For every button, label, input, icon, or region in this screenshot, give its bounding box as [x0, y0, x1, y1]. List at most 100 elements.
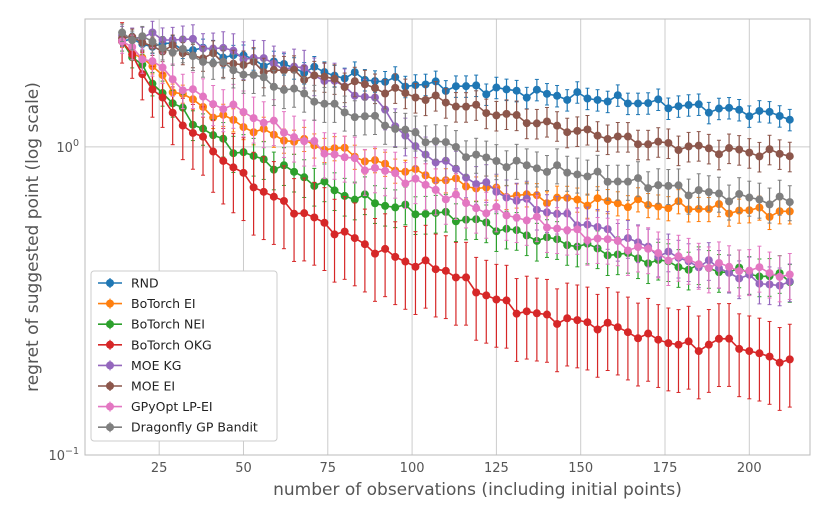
data-point	[269, 116, 278, 125]
legend-marker	[106, 382, 114, 390]
data-point	[563, 168, 572, 177]
data-point	[603, 177, 612, 186]
legend-marker	[106, 299, 114, 308]
data-point	[482, 178, 491, 187]
data-point	[421, 256, 430, 265]
data-point	[765, 107, 774, 116]
data-point	[360, 80, 369, 89]
x-tick-label: 75	[320, 461, 337, 476]
data-point	[745, 112, 754, 121]
data-point	[259, 187, 268, 196]
data-point	[634, 99, 643, 108]
data-point	[593, 234, 602, 243]
x-tick-label: 150	[568, 461, 593, 476]
data-point	[158, 63, 167, 72]
legend-marker	[106, 423, 114, 432]
data-point	[482, 153, 491, 162]
data-point	[502, 163, 511, 172]
data-point	[563, 226, 572, 235]
data-point	[411, 210, 420, 219]
data-point	[674, 181, 683, 190]
data-point	[765, 352, 774, 361]
data-point	[360, 240, 369, 249]
data-point	[229, 163, 238, 172]
data-point	[462, 199, 471, 208]
data-point	[350, 113, 359, 122]
data-point	[583, 172, 592, 181]
data-point	[451, 273, 460, 282]
data-point	[401, 125, 410, 134]
data-point	[664, 256, 673, 265]
data-point	[178, 44, 187, 53]
data-point	[431, 158, 440, 167]
data-point	[603, 97, 612, 106]
data-point	[502, 109, 511, 118]
data-point	[603, 134, 612, 143]
data-point	[714, 334, 723, 343]
data-point	[674, 146, 683, 155]
data-point	[785, 152, 794, 161]
data-point	[684, 255, 693, 264]
data-point	[229, 100, 238, 109]
data-point	[502, 211, 511, 220]
data-point	[381, 244, 390, 253]
data-point	[209, 147, 218, 156]
data-point	[502, 296, 511, 305]
data-point	[279, 128, 288, 137]
data-point	[583, 318, 592, 327]
legend: RND BoTorch EI BoTorch NEI BoTorch OKG MOE K…	[90, 270, 278, 442]
data-point	[674, 102, 683, 111]
data-point	[350, 195, 359, 204]
data-point	[472, 204, 481, 213]
data-point	[563, 95, 572, 104]
data-point	[178, 121, 187, 130]
data-point	[472, 100, 481, 109]
data-point	[573, 170, 582, 179]
data-point	[462, 273, 471, 282]
data-point	[623, 203, 632, 212]
data-point	[644, 184, 653, 193]
data-point	[532, 212, 541, 221]
y-tick-label: 100	[56, 138, 79, 156]
data-point	[613, 236, 622, 245]
data-point	[401, 89, 410, 98]
data-point	[239, 168, 248, 177]
y-axis-label: regret of suggested point (log scale)	[23, 82, 43, 392]
data-point	[583, 201, 592, 210]
legend-label: BoTorch NEI	[131, 317, 205, 332]
data-point	[330, 99, 339, 108]
data-point	[148, 37, 157, 46]
data-point	[654, 202, 663, 211]
data-point	[199, 57, 208, 66]
data-point	[381, 121, 390, 130]
data-point	[421, 209, 430, 218]
data-point	[482, 291, 491, 300]
data-point	[775, 358, 784, 367]
data-point	[512, 86, 521, 95]
data-point	[735, 267, 744, 276]
data-point	[290, 133, 299, 142]
data-point	[330, 150, 339, 159]
data-point	[704, 263, 713, 272]
data-point	[644, 329, 653, 338]
data-point	[603, 235, 612, 244]
data-point	[704, 144, 713, 153]
data-point	[553, 224, 562, 233]
data-point	[745, 148, 754, 157]
data-point	[391, 124, 400, 133]
data-point	[290, 167, 299, 176]
data-point	[694, 100, 703, 109]
data-point	[522, 216, 531, 225]
data-point	[664, 138, 673, 147]
data-point	[451, 190, 460, 199]
data-point	[451, 164, 460, 173]
series-botorch-okg	[118, 22, 794, 411]
data-point	[684, 191, 693, 200]
data-point	[229, 66, 238, 75]
data-point	[644, 140, 653, 149]
data-point	[725, 334, 734, 343]
data-point	[694, 186, 703, 195]
data-point	[745, 266, 754, 275]
data-point	[654, 335, 663, 344]
